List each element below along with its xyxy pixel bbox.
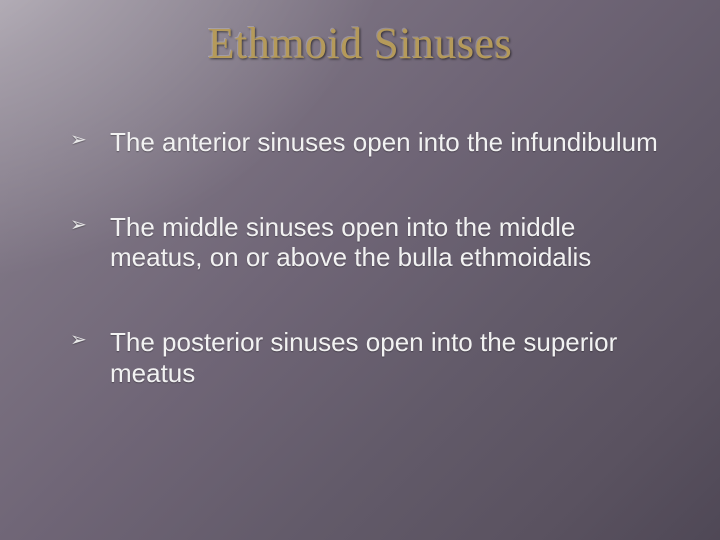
list-item: The posterior sinuses open into the supe… <box>70 327 660 388</box>
list-item: The middle sinuses open into the middle … <box>70 212 660 273</box>
bullet-list: The anterior sinuses open into the infun… <box>60 127 660 388</box>
list-item: The anterior sinuses open into the infun… <box>70 127 660 158</box>
page-title: Ethmoid Sinuses <box>60 18 660 69</box>
slide: Ethmoid Sinuses The anterior sinuses ope… <box>0 0 720 540</box>
